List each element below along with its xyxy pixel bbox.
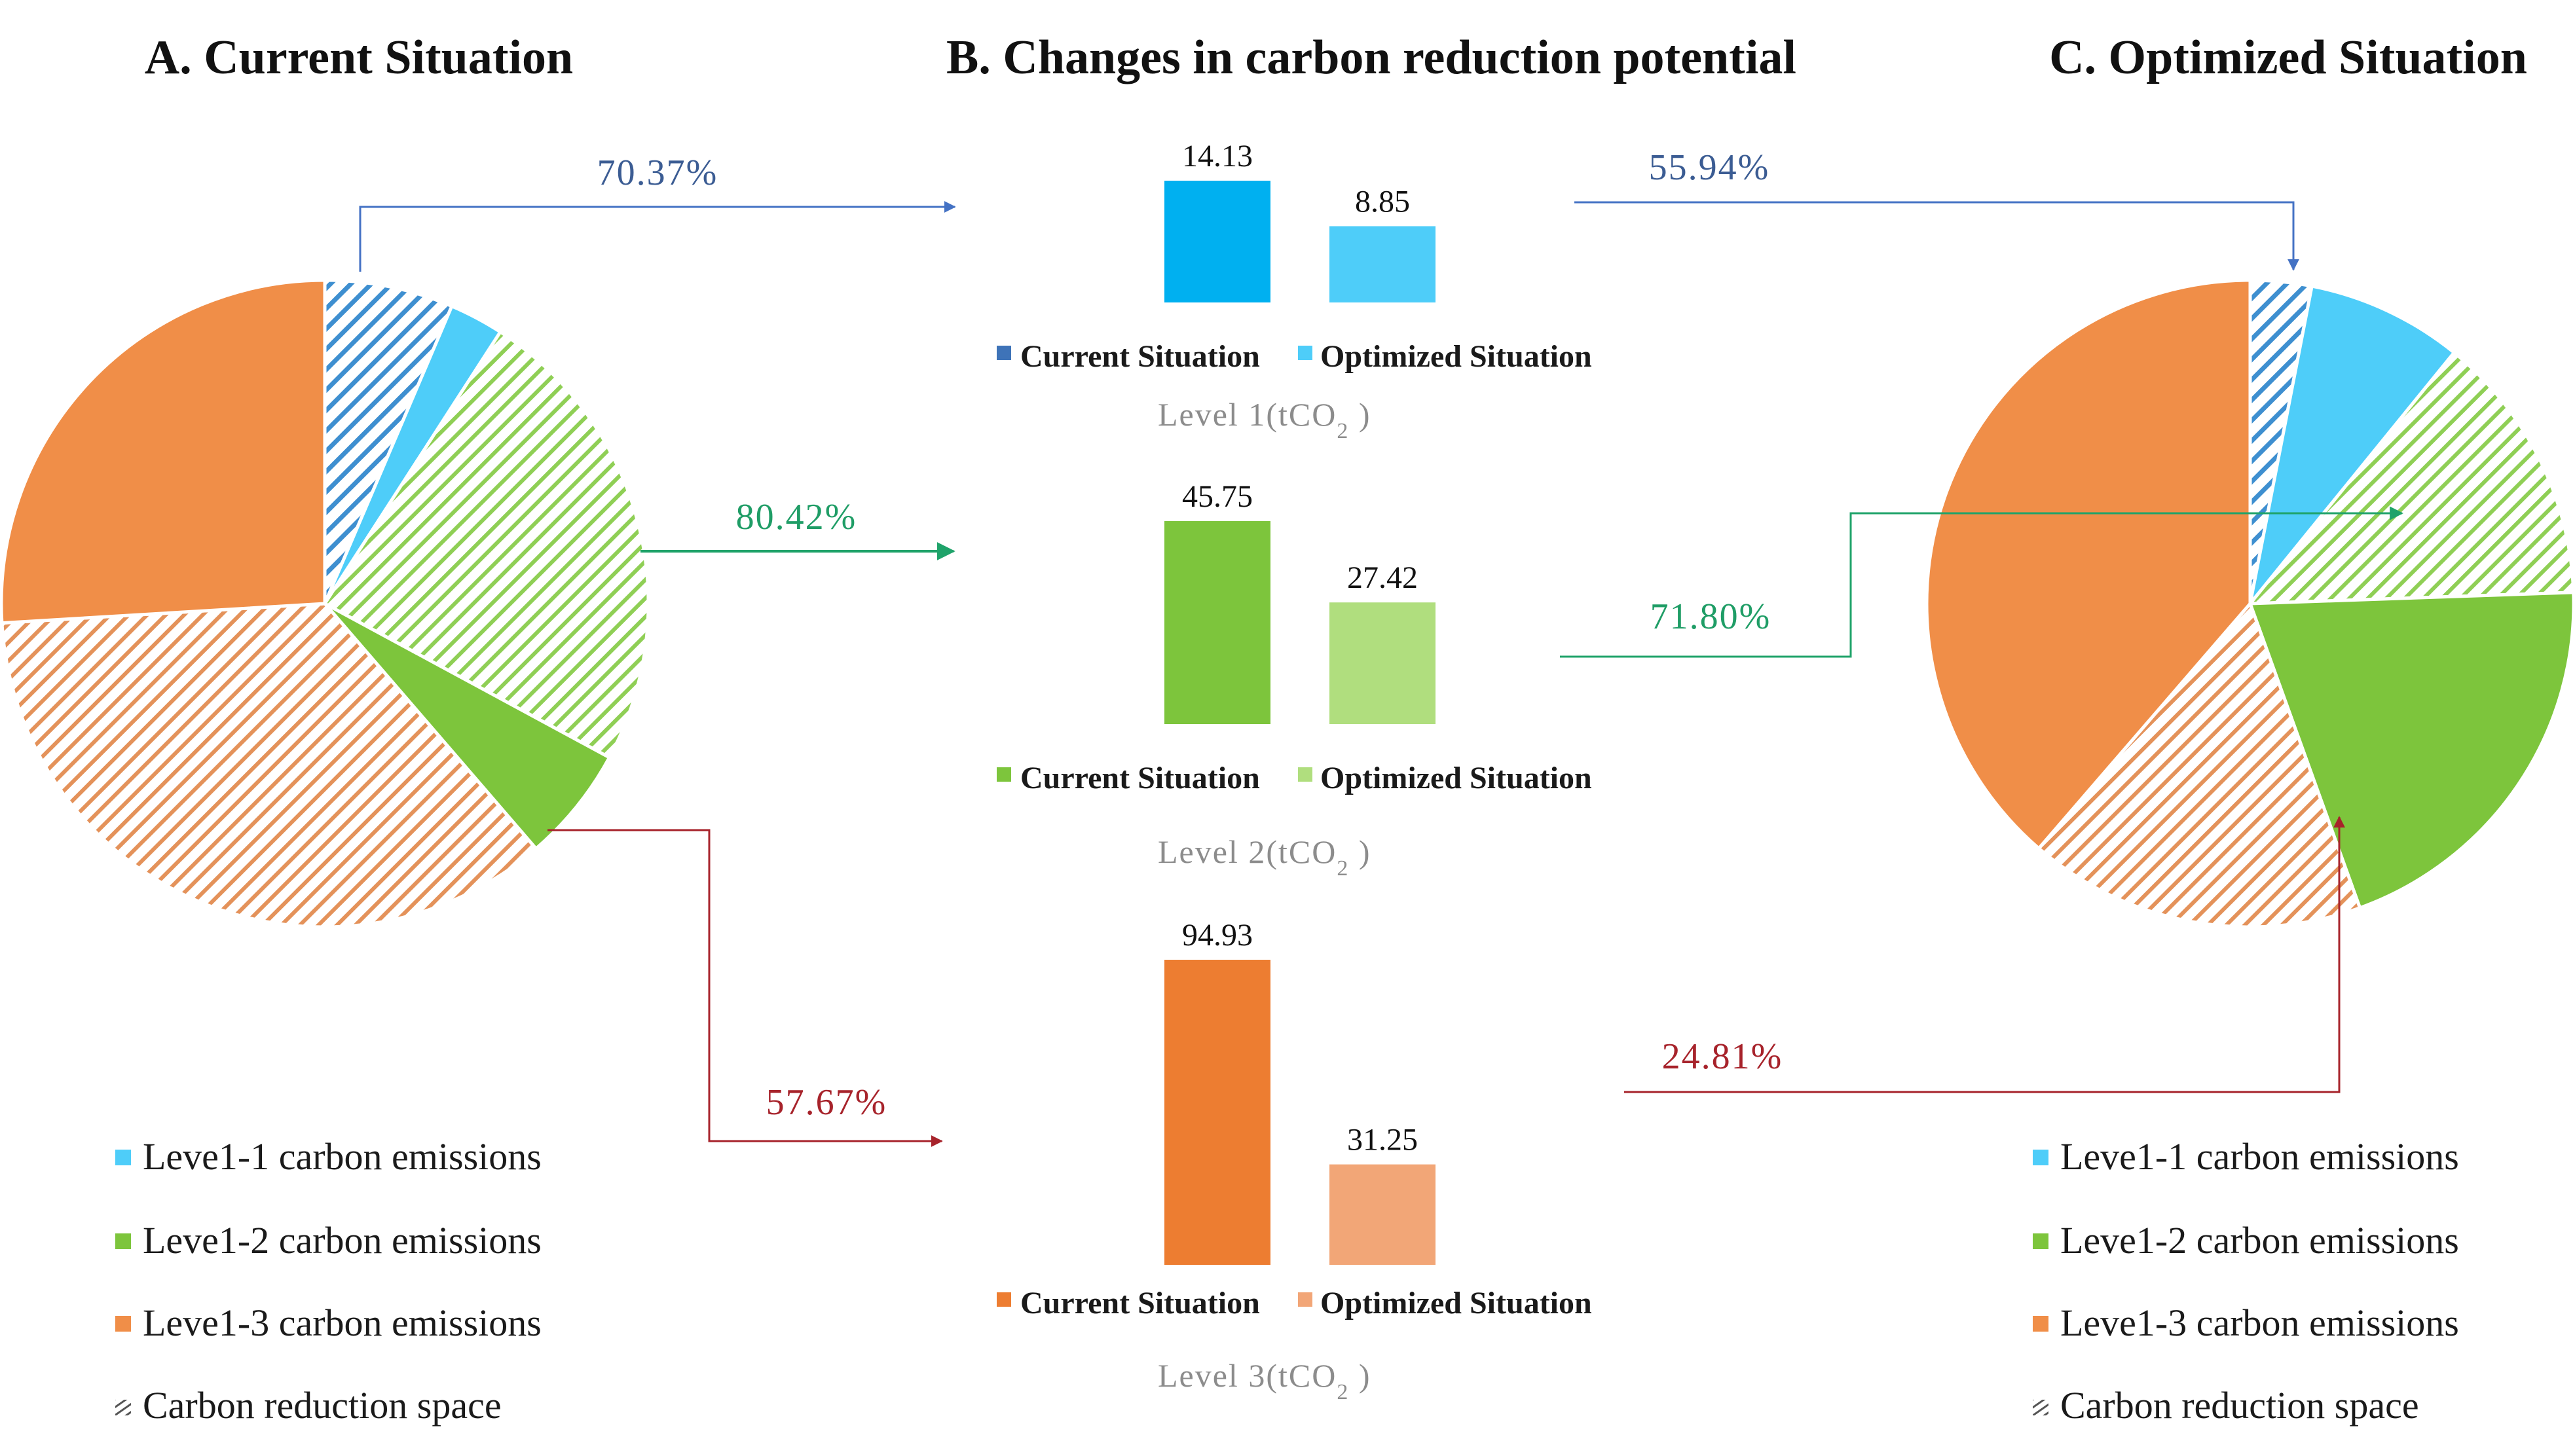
bar-legend-level1: Current Situation Optimized Situation xyxy=(997,339,1592,374)
title-current-situation: A. Current Situation xyxy=(145,31,573,84)
bar-label-level2-current-situation: 45.75 xyxy=(1182,479,1253,514)
pct-left-level3: 57.67% xyxy=(766,1082,887,1123)
pie-chart-current xyxy=(0,278,650,929)
pie-optimized-slice-level-2-carbon-reduction-space xyxy=(2248,351,2575,606)
legend-marker-optimized-l2 xyxy=(1298,767,1312,782)
legend-right-l2: Leve1-2 carbon emissions xyxy=(2060,1219,2459,1262)
bar-level3-current-situation xyxy=(1164,960,1270,1265)
legend-marker-optimized-l1 xyxy=(1298,346,1312,360)
legend-marker-current-l2 xyxy=(997,767,1011,782)
pie-optimized-slice-level-1-carbon-emissions xyxy=(2248,284,2456,606)
legend-right-l3: Leve1-3 carbon emissions xyxy=(2060,1301,2459,1344)
bar-level2-current-situation xyxy=(1164,521,1270,724)
bar-legend-level2: Current Situation Optimized Situation xyxy=(997,761,1592,795)
bar-label-level2-optimized-situation: 27.42 xyxy=(1347,560,1418,595)
bar-label-level1-current-situation: 14.13 xyxy=(1182,139,1253,173)
legend-current-l1: Current Situation xyxy=(1020,339,1260,374)
legend-right-marker-l2 xyxy=(2033,1233,2048,1249)
legend-right-marker-l3 xyxy=(2033,1316,2048,1332)
legend-left: Leve1-1 carbon emissions Leve1-2 carbon … xyxy=(115,1135,542,1427)
arrow-right-level3 xyxy=(1624,816,2345,1093)
bar-level3-optimized-situation xyxy=(1329,1164,1436,1265)
pie-optimized-slice-level-2-carbon-emissions xyxy=(2248,591,2575,910)
arrow-left-level3 xyxy=(547,829,943,1147)
pie-optimized-slice-level-3-carbon-emissions xyxy=(1925,278,2252,850)
level1-caption: Level 1(tCO2 ) xyxy=(1158,396,1371,443)
pie-chart-optimized xyxy=(1925,278,2575,929)
legend-optimized-l1: Optimized Situation xyxy=(1320,339,1592,374)
arrow-right-level1 xyxy=(1574,201,2299,271)
bar-level2-optimized-situation xyxy=(1329,602,1436,724)
legend-left-marker-l2 xyxy=(115,1233,131,1249)
legend-left-marker-space xyxy=(115,1400,131,1415)
level2-caption: Level 2(tCO2 ) xyxy=(1158,833,1371,881)
legend-left-marker-l3 xyxy=(115,1316,131,1332)
legend-left-space: Carbon reduction space xyxy=(143,1384,502,1427)
pct-left-level2: 80.42% xyxy=(736,497,857,537)
bar-charts: 14.13 8.85 45.75 27.42 94.93 31.25 xyxy=(1164,139,1436,1265)
legend-optimized-l2: Optimized Situation xyxy=(1320,761,1592,795)
legend-marker-current-l3 xyxy=(997,1292,1011,1307)
pct-right-level2: 71.80% xyxy=(1650,596,1771,637)
legend-right-space: Carbon reduction space xyxy=(2060,1384,2419,1427)
pie-current-slice-level-2-carbon-reduction-space xyxy=(323,330,650,759)
legend-left-marker-l1 xyxy=(115,1150,131,1165)
legend-left-l1: Leve1-1 carbon emissions xyxy=(143,1135,542,1178)
legend-current-l3: Current Situation xyxy=(1020,1286,1260,1320)
pct-right-level1: 55.94% xyxy=(1649,147,1770,188)
pct-right-level3: 24.81% xyxy=(1662,1036,1783,1077)
title-changes: B. Changes in carbon reduction potential xyxy=(946,31,1796,84)
legend-right-marker-space xyxy=(2033,1400,2048,1415)
legend-current-l2: Current Situation xyxy=(1020,761,1260,795)
pie-current-slice-level-3-carbon-emissions xyxy=(0,278,327,625)
legend-left-l3: Leve1-3 carbon emissions xyxy=(143,1301,542,1344)
legend-right-l1: Leve1-1 carbon emissions xyxy=(2060,1135,2459,1178)
level3-caption: Level 3(tCO2 ) xyxy=(1158,1357,1371,1404)
legend-left-l2: Leve1-2 carbon emissions xyxy=(143,1219,542,1262)
bar-label-level3-optimized-situation: 31.25 xyxy=(1347,1123,1418,1157)
arrow-left-level1 xyxy=(359,201,956,272)
bar-legend-level3: Current Situation Optimized Situation xyxy=(997,1286,1592,1320)
bar-label-level1-optimized-situation: 8.85 xyxy=(1355,185,1410,219)
legend-marker-current-l1 xyxy=(997,346,1011,360)
legend-right: Leve1-1 carbon emissions Leve1-2 carbon … xyxy=(2033,1135,2459,1427)
title-optimized-situation: C. Optimized Situation xyxy=(2049,31,2527,84)
pct-left-level1: 70.37% xyxy=(597,153,718,193)
pie-current-slice-level-2-carbon-emissions xyxy=(323,602,611,850)
pie-optimized-slice-level-3-carbon-reduction-space xyxy=(2037,602,2362,929)
bar-level1-optimized-situation xyxy=(1329,226,1436,302)
bar-label-level3-current-situation: 94.93 xyxy=(1182,918,1253,953)
pie-current-slice-level-1-carbon-reduction-space xyxy=(323,278,454,606)
pie-current-slice-level-3-carbon-reduction-space xyxy=(0,602,538,929)
legend-optimized-l3: Optimized Situation xyxy=(1320,1286,1592,1320)
arrow-right-level2 xyxy=(1560,506,2404,658)
bar-level1-current-situation xyxy=(1164,181,1270,302)
legend-marker-optimized-l3 xyxy=(1298,1292,1312,1307)
legend-right-marker-l1 xyxy=(2033,1150,2048,1165)
